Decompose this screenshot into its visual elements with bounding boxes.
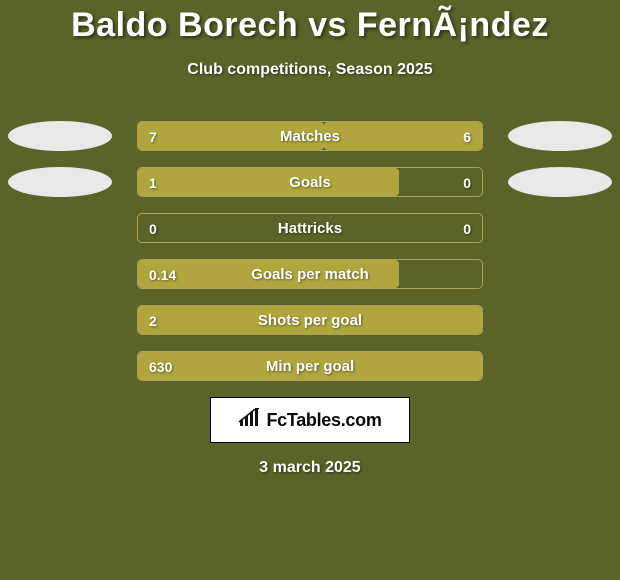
stat-row: Min per goal630	[0, 351, 620, 381]
stat-bar-track: Shots per goal2	[137, 305, 483, 335]
stat-bar-fill-left	[138, 352, 482, 380]
page-subtitle: Club competitions, Season 2025	[0, 61, 620, 79]
stat-row: Goals10	[0, 167, 620, 197]
stat-bar-fill-left	[138, 260, 399, 288]
stat-bar-fill-left	[138, 122, 324, 150]
stat-row: Goals per match0.14	[0, 259, 620, 289]
stat-bar-track: Goals per match0.14	[137, 259, 483, 289]
stat-row: Matches76	[0, 121, 620, 151]
comparison-card: Baldo Borech vs FernÃ¡ndez Club competit…	[0, 0, 620, 580]
date-text: 3 march 2025	[0, 459, 620, 477]
page-title: Baldo Borech vs FernÃ¡ndez	[0, 6, 620, 45]
stat-bar-track: Goals10	[137, 167, 483, 197]
stat-row: Shots per goal2	[0, 305, 620, 335]
stat-label: Hattricks	[138, 214, 482, 243]
stat-row: Hattricks0 0	[0, 213, 620, 243]
brand-badge[interactable]: FcTables.com	[210, 397, 410, 443]
stat-bar-track: Matches76	[137, 121, 483, 151]
player-avatar-left	[8, 121, 112, 151]
stat-value-right: 0	[463, 214, 471, 243]
player-avatar-left	[8, 167, 112, 197]
stat-bar-track: Hattricks0 0	[137, 213, 483, 243]
brand-text: FcTables.com	[266, 410, 381, 431]
bar-chart-icon	[238, 408, 260, 433]
stats-rows: Matches76Goals10Hattricks00Goals per mat…	[0, 121, 620, 381]
stat-bar-fill-left	[138, 168, 399, 196]
player-avatar-right	[508, 121, 612, 151]
stat-bar-fill-left	[138, 306, 482, 334]
stat-bar-track: Min per goal630	[137, 351, 483, 381]
stat-value-right: 0	[463, 168, 471, 197]
stat-value-left: 0	[149, 214, 157, 243]
stat-bar-fill-right	[324, 122, 482, 150]
player-avatar-right	[508, 167, 612, 197]
